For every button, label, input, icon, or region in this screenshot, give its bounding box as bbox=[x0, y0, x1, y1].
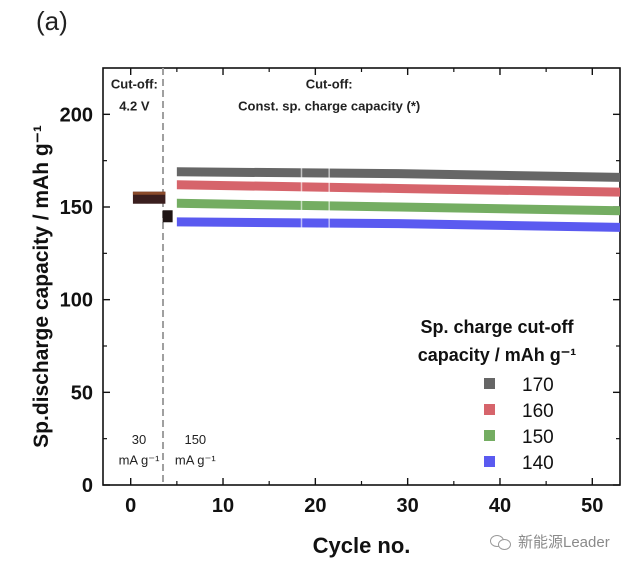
plot-frame bbox=[102, 67, 621, 486]
watermark: 新能源Leader bbox=[490, 531, 610, 552]
legend-label-140: 140 bbox=[522, 453, 554, 474]
y-tick-label: 200 bbox=[60, 104, 93, 126]
x-tick-label: 40 bbox=[489, 495, 511, 517]
annotation-3: Const. sp. charge capacity (*) bbox=[238, 99, 420, 114]
legend-title-line2: capacity / mAh g⁻¹ bbox=[418, 345, 577, 365]
legend-label-160: 160 bbox=[522, 401, 554, 422]
legend-swatch-140 bbox=[484, 456, 495, 467]
x-tick-label: 50 bbox=[581, 495, 603, 517]
x-axis-label: Cycle no. bbox=[313, 533, 411, 558]
y-tick-label: 50 bbox=[71, 382, 93, 404]
legend-label-150: 150 bbox=[522, 427, 554, 448]
annotation-7: mA g⁻¹ bbox=[175, 453, 216, 468]
annotation-1: 4.2 V bbox=[119, 99, 150, 114]
x-tick-label: 30 bbox=[397, 495, 419, 517]
legend-title-line1: Sp. charge cut-off bbox=[420, 317, 574, 337]
x-tick-label: 10 bbox=[212, 495, 234, 517]
y-axis-label: Sp.discharge capacity / mAh g⁻¹ bbox=[30, 125, 53, 448]
legend-label-170: 170 bbox=[522, 375, 554, 396]
annotation-2: Cut-off: bbox=[306, 76, 353, 91]
legend-swatch-150 bbox=[484, 430, 495, 441]
annotation-4: 30 bbox=[132, 432, 146, 447]
wechat-icon bbox=[490, 533, 512, 551]
series-160-band bbox=[176, 180, 620, 197]
series-140-band bbox=[176, 217, 620, 232]
annotation-6: 150 bbox=[184, 432, 206, 447]
watermark-text: 新能源Leader bbox=[518, 534, 610, 551]
formation-cycles-marker-top bbox=[132, 191, 166, 195]
y-tick-label: 100 bbox=[60, 290, 93, 312]
panel-label: (a) bbox=[36, 6, 68, 36]
y-tick-label: 150 bbox=[60, 197, 93, 219]
x-tick-label: 0 bbox=[125, 495, 136, 517]
series-170-band bbox=[176, 167, 620, 182]
x-tick-label: 20 bbox=[304, 495, 326, 517]
series-150-band bbox=[176, 198, 620, 216]
annotation-5: mA g⁻¹ bbox=[119, 453, 160, 468]
formation-transition-marker bbox=[162, 210, 173, 223]
legend-swatch-160 bbox=[484, 404, 495, 415]
y-tick-label: 0 bbox=[82, 475, 93, 497]
annotation-0: Cut-off: bbox=[111, 76, 158, 91]
legend-swatch-170 bbox=[484, 378, 495, 389]
